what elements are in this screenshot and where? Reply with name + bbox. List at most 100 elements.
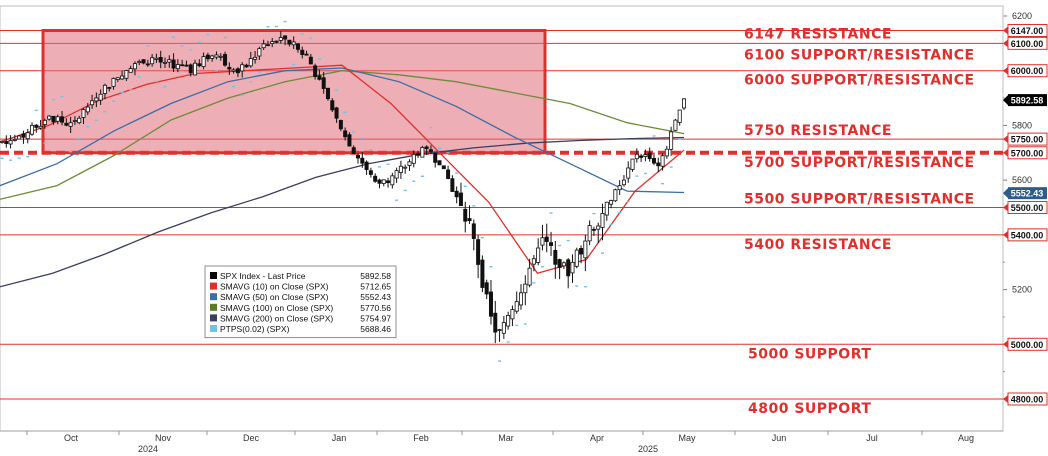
candle-body [188,64,193,74]
ptps-dot [77,137,81,140]
ptps-dot [257,71,261,73]
candle-body [454,190,459,198]
x-tick-label: Nov [155,433,172,443]
ptps-dot [180,45,184,47]
candle-body [330,100,335,111]
candle-body [240,64,245,72]
ptps-dot [360,137,364,139]
candle-body [128,68,133,73]
candle-body [441,165,446,170]
ptps-dot [678,138,682,140]
candle-body [158,57,163,63]
sma-50-line [0,67,685,194]
candle-body [403,166,408,169]
candle-body [364,161,369,170]
candle-body [12,138,17,141]
candle-body [506,315,511,327]
legend-label: PTPS(0.02) (SPX) [220,324,290,334]
candle-body [214,54,219,58]
candle-body [205,54,210,60]
candle-body [669,131,674,150]
ptps-dot [601,252,605,254]
candle-body [476,239,481,265]
ptps-dot [240,94,244,96]
price-flag [1008,187,1047,200]
candle-body [167,59,172,63]
candle-body [553,250,558,265]
candle-body [373,175,378,182]
level-flag-text-6147: 6147.00 [1011,26,1044,36]
ptps-dot [343,111,347,113]
ptps-dot [317,58,321,60]
level-flag-text-5000: 5000.00 [1011,340,1044,350]
candle-body [98,93,103,101]
ptps-dot [592,212,596,215]
candle-body [377,179,382,184]
legend-swatch [210,325,217,332]
candle-body [210,55,215,59]
candle-body [300,49,305,55]
ptps-dot [9,159,13,161]
candle-body [682,98,687,109]
candle-body [626,167,631,179]
x-tick-label: Aug [958,433,974,443]
ptps-dot [214,69,218,72]
ptps-dot [223,36,227,39]
y-tick-label: 5600 [1012,175,1032,185]
ptps-dot [515,324,519,327]
ptps-dot [420,175,424,177]
candle-body [8,140,13,145]
level-flag-text-5700: 5700.00 [1011,148,1044,158]
candle-body [343,130,348,138]
x-tick-label: Jan [332,433,347,443]
candle-body [17,135,22,140]
candle-body [407,161,412,166]
candle-body [171,59,176,69]
legend-label: SMAVG (100) on Close (SPX) [220,303,333,313]
legend-value: 5688.46 [360,324,391,334]
candle-body [321,77,326,89]
candle-body [4,140,9,144]
candle-body [111,78,116,87]
y-tick-label: 6200 [1012,11,1032,21]
candle-body [394,170,399,179]
candle-body [549,242,554,246]
candle-body [600,213,605,228]
candle-body [124,70,129,79]
level-label-5400: 5400 RESISTANCE [744,237,892,253]
candle-body [304,53,309,56]
candle-body [197,63,202,67]
candle-body [30,124,35,135]
x-tick-label: Mar [498,433,514,443]
ptps-dot [120,91,124,93]
level-flag-text-6100: 6100.00 [1011,39,1044,49]
level-flag-pointer-5400 [1003,230,1008,239]
candle-body [416,153,421,156]
y-tick-label: 5200 [1012,285,1032,295]
candle-body [566,259,571,277]
candle-body [411,153,416,164]
ptps-dot [197,41,201,43]
candle-body [561,262,566,267]
ptps-dot [446,152,450,154]
price-flag-text: 5552.43 [1011,189,1044,199]
ptps-dot [412,180,416,182]
candle-body [471,223,476,239]
candle-body [175,64,180,70]
candle-body [218,55,223,58]
ptps-dot [43,142,47,144]
ptps-dot [283,20,287,23]
candle-body [433,152,438,163]
x-tick-label: Feb [413,433,429,443]
candle-body [488,291,493,317]
legend-value: 5770.56 [360,303,391,313]
level-label-6000: 6000 SUPPORT/RESISTANCE [744,73,975,89]
level-flag-pointer-5500 [1003,203,1008,212]
ptps-dot [103,110,107,113]
candle-body [120,75,125,80]
candle-body [38,125,43,129]
candle-body [531,258,536,265]
ptps-dot [583,286,587,288]
candle-body [484,282,489,295]
ptps-dot [206,33,210,36]
